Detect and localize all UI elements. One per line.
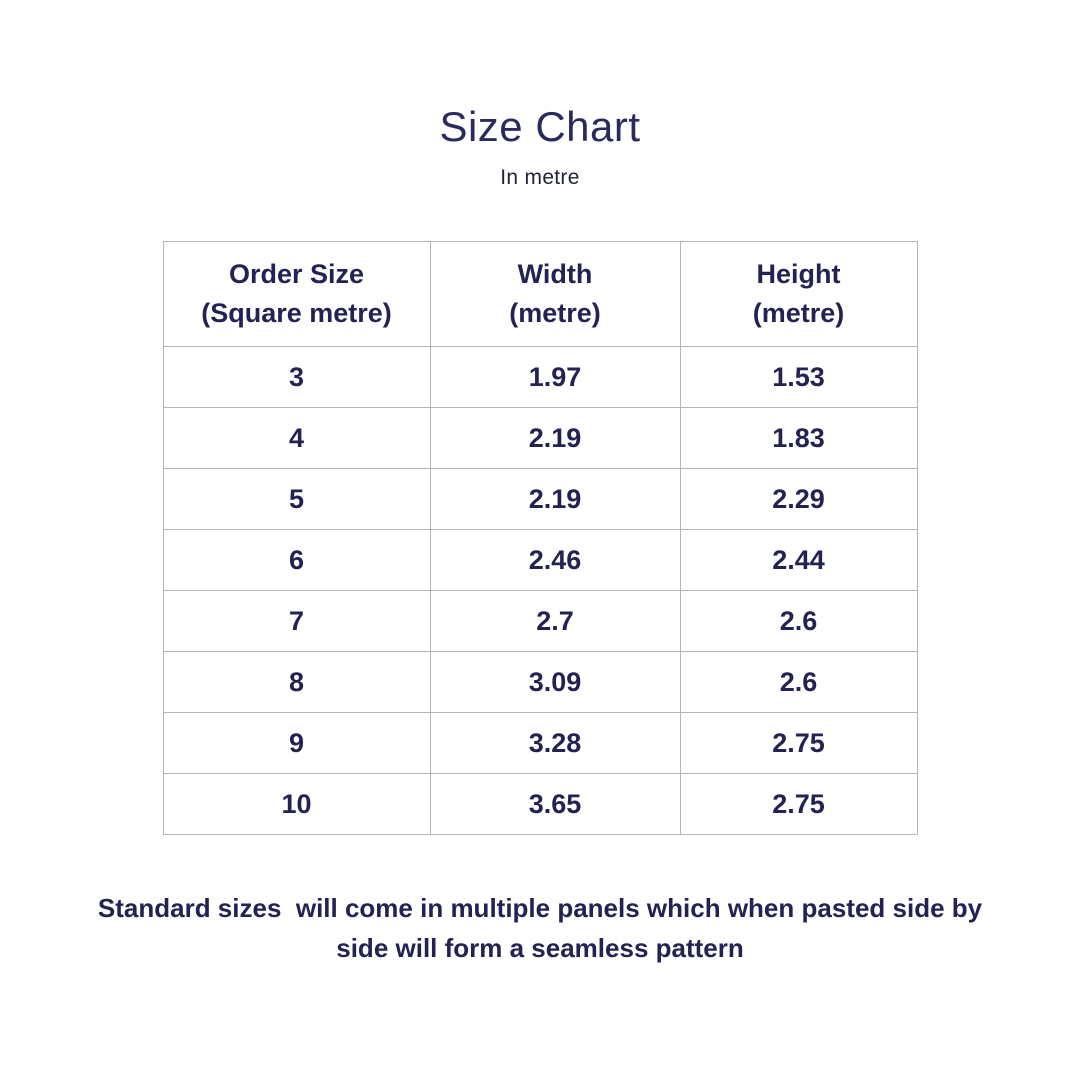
header-order-size-line2: (Square metre) bbox=[201, 298, 392, 329]
cell-height: 2.29 bbox=[679, 468, 918, 531]
size-table-header: Order Size (Square metre) Width (metre) … bbox=[162, 241, 918, 348]
table-header-row: Order Size (Square metre) Width (metre) … bbox=[162, 241, 918, 348]
size-table-body: 3 1.97 1.53 4 2.19 1.83 5 2.19 2.29 6 2.… bbox=[162, 346, 918, 836]
header-cell-width: Width (metre) bbox=[429, 241, 681, 348]
cell-order-size: 3 bbox=[162, 346, 431, 409]
cell-height: 2.44 bbox=[679, 529, 918, 592]
cell-width: 3.65 bbox=[429, 773, 681, 836]
cell-width: 1.97 bbox=[429, 346, 681, 409]
cell-height: 2.6 bbox=[679, 651, 918, 714]
cell-width: 2.19 bbox=[429, 468, 681, 531]
page-header: Size Chart In metre bbox=[0, 0, 1080, 190]
cell-height: 1.53 bbox=[679, 346, 918, 409]
cell-order-size: 7 bbox=[162, 590, 431, 653]
page-title: Size Chart bbox=[439, 103, 641, 150]
cell-order-size: 8 bbox=[162, 651, 431, 714]
cell-width: 2.19 bbox=[429, 407, 681, 470]
cell-order-size: 5 bbox=[162, 468, 431, 531]
cell-width: 2.7 bbox=[429, 590, 681, 653]
cell-width: 3.28 bbox=[429, 712, 681, 775]
table-row: 10 3.65 2.75 bbox=[162, 773, 918, 836]
cell-height: 2.75 bbox=[679, 773, 918, 836]
cell-order-size: 9 bbox=[162, 712, 431, 775]
table-row: 3 1.97 1.53 bbox=[162, 346, 918, 409]
table-row: 7 2.7 2.6 bbox=[162, 590, 918, 653]
cell-width: 3.09 bbox=[429, 651, 681, 714]
header-height-line2: (metre) bbox=[752, 298, 845, 329]
cell-order-size: 6 bbox=[162, 529, 431, 592]
cell-height: 1.83 bbox=[679, 407, 918, 470]
cell-order-size: 10 bbox=[162, 773, 431, 836]
cell-order-size: 4 bbox=[162, 407, 431, 470]
table-row: 9 3.28 2.75 bbox=[162, 712, 918, 775]
cell-height: 2.6 bbox=[679, 590, 918, 653]
header-width-line1: Width bbox=[517, 259, 593, 290]
header-height-line1: Height bbox=[756, 259, 841, 290]
table-row: 8 3.09 2.6 bbox=[162, 651, 918, 714]
page-subtitle: In metre bbox=[500, 166, 580, 190]
table-row: 5 2.19 2.29 bbox=[162, 468, 918, 531]
cell-width: 2.46 bbox=[429, 529, 681, 592]
footer-note: Standard sizes will come in multiple pan… bbox=[97, 893, 990, 964]
header-cell-order-size: Order Size (Square metre) bbox=[162, 241, 431, 348]
header-width-line2: (metre) bbox=[509, 298, 601, 329]
table-row: 4 2.19 1.83 bbox=[162, 407, 918, 470]
header-order-size-line1: Order Size bbox=[228, 259, 365, 290]
cell-height: 2.75 bbox=[679, 712, 918, 775]
header-cell-height: Height (metre) bbox=[679, 241, 918, 348]
size-table: Order Size (Square metre) Width (metre) … bbox=[162, 241, 918, 836]
table-row: 6 2.46 2.44 bbox=[162, 529, 918, 592]
